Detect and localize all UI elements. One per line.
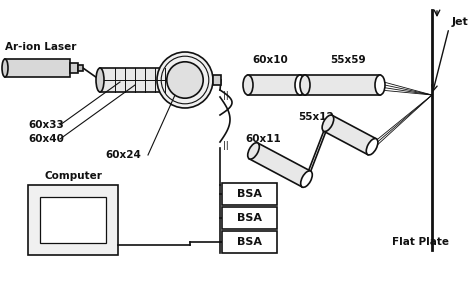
Bar [40, 197, 106, 243]
Polygon shape [248, 75, 300, 95]
Text: BSA: BSA [237, 189, 262, 199]
Polygon shape [324, 115, 376, 155]
Text: 60x40: 60x40 [28, 134, 64, 144]
Bar [222, 183, 277, 205]
Text: 60x10: 60x10 [252, 55, 288, 65]
Text: 60x11: 60x11 [245, 134, 281, 144]
Text: Jet: Jet [452, 17, 469, 27]
Text: BSA: BSA [237, 237, 262, 247]
Ellipse shape [300, 75, 310, 95]
Circle shape [157, 52, 213, 108]
Text: 60x33: 60x33 [28, 120, 64, 130]
Text: 55x59: 55x59 [330, 55, 365, 65]
Bar [222, 231, 277, 253]
Bar [70, 63, 78, 73]
Polygon shape [305, 75, 380, 95]
Ellipse shape [295, 75, 305, 95]
Text: Ar-ion Laser: Ar-ion Laser [5, 42, 76, 52]
Text: ||: || [223, 141, 229, 150]
Polygon shape [249, 143, 311, 187]
Ellipse shape [301, 171, 312, 187]
Text: ||: || [223, 91, 229, 99]
Ellipse shape [96, 68, 104, 92]
Bar [100, 68, 185, 92]
Text: BSA: BSA [237, 213, 262, 223]
Text: 60x24: 60x24 [105, 150, 141, 160]
Circle shape [167, 62, 203, 98]
Ellipse shape [322, 115, 334, 131]
Ellipse shape [366, 139, 378, 155]
Bar [78, 65, 83, 71]
Text: Flat Plate: Flat Plate [392, 237, 449, 247]
Bar [5, 59, 70, 77]
Text: Computer: Computer [44, 171, 102, 181]
Bar [28, 185, 118, 255]
Ellipse shape [248, 143, 259, 159]
Bar [222, 207, 277, 229]
Ellipse shape [375, 75, 385, 95]
Text: 55x12: 55x12 [298, 112, 334, 122]
Ellipse shape [243, 75, 253, 95]
Bar [213, 75, 221, 85]
Ellipse shape [2, 59, 8, 77]
